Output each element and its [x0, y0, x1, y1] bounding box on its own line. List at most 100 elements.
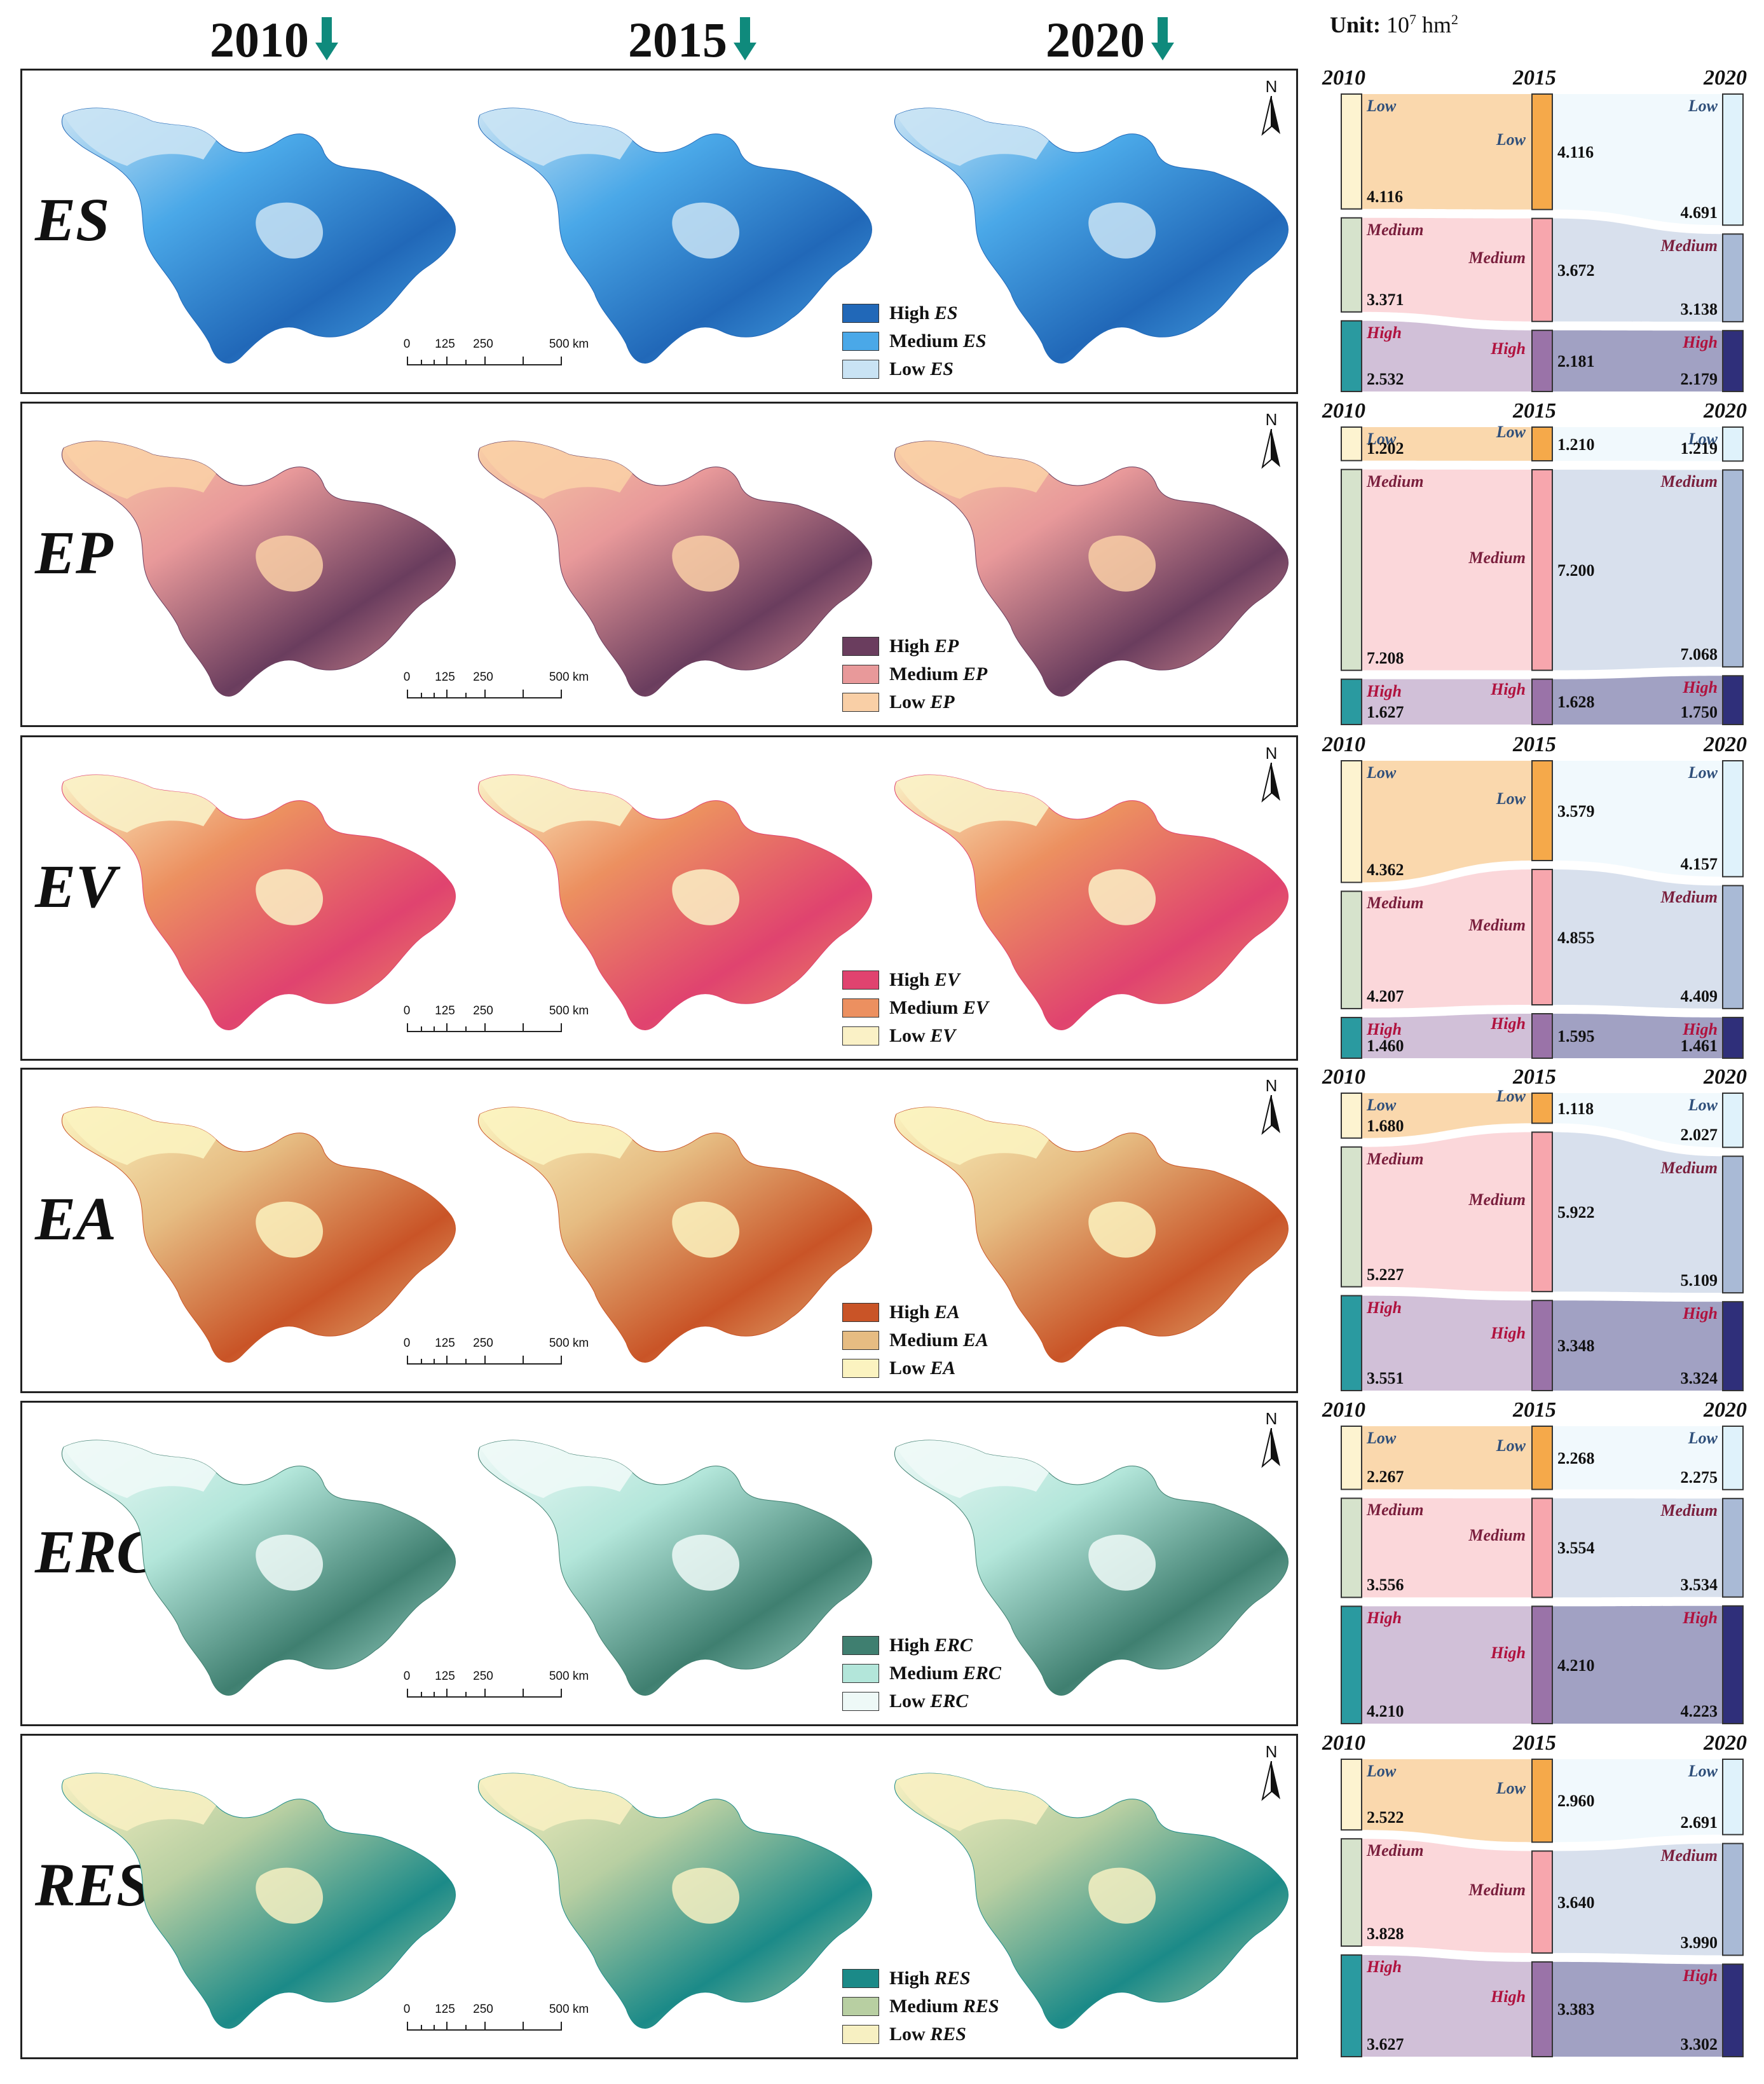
sankey-level-label: Medium	[1660, 236, 1718, 255]
sankey-level-label: High	[1491, 680, 1526, 699]
map-res-2015	[467, 1755, 880, 2038]
legend-abbr: EP	[962, 664, 988, 684]
row-label: RES	[35, 1851, 151, 1919]
sankey-node-medium	[1531, 469, 1553, 671]
sankey-node-low	[1531, 1426, 1553, 1490]
sankey-level-label: High	[1683, 1304, 1718, 1323]
sankey-level-label: Medium	[1468, 1190, 1526, 1209]
sankey-flow-high	[1362, 1295, 1532, 1391]
scale-tick-label: 250	[473, 1337, 493, 1350]
scale-tick-label: 0	[403, 2003, 411, 2016]
sankey-flow-low	[1362, 1093, 1532, 1138]
scale-tick-label: 250	[473, 337, 493, 351]
sankey-flow-medium	[1362, 869, 1532, 1009]
sankey-value: 4.210	[1557, 1656, 1595, 1675]
sankey-level-label: High	[1491, 1324, 1526, 1343]
sankey-flow-high	[1362, 1955, 1532, 2057]
sankey-value: 5.227	[1367, 1265, 1404, 1284]
legend-swatch	[842, 2025, 879, 2044]
sankey-node-medium	[1722, 233, 1744, 323]
sankey-flow-medium	[1362, 217, 1532, 322]
sankey-year-label: 2020	[1704, 1398, 1747, 1422]
sankey-flow-high	[1362, 679, 1532, 725]
legend-abbr: EP	[930, 691, 955, 712]
sankey-level-label: High	[1683, 333, 1718, 352]
legend: High ERC Medium ERC Low ERC	[842, 1631, 1001, 1715]
sankey-flow-high	[1552, 1961, 1723, 2057]
sankey-node-medium	[1341, 1838, 1362, 1947]
legend-swatch	[842, 637, 879, 656]
sankey-value: 4.409	[1680, 986, 1718, 1005]
legend-item-high: High ERC	[842, 1631, 1001, 1659]
sankey-value: 4.116	[1557, 142, 1594, 161]
sankey-year-label: 2010	[1322, 399, 1365, 423]
scale-minor-tick	[523, 1689, 524, 1696]
legend-abbr: ERC	[934, 1635, 973, 1656]
sankey-level-label: Low	[1496, 1086, 1526, 1105]
sankey-flow-medium	[1362, 1839, 1532, 1953]
sankey-level-label: Low	[1496, 422, 1526, 441]
sankey-year-label: 2015	[1513, 1731, 1556, 1755]
sankey-flow-high	[1552, 1014, 1723, 1058]
sankey-value: 3.828	[1367, 1924, 1404, 1944]
legend-level: High	[889, 1968, 930, 1989]
sankey-node-high	[1341, 1605, 1362, 1725]
scale-bar: 0 125 250 500 km	[403, 2003, 589, 2034]
legend-abbr: EV	[962, 997, 988, 1018]
scale-minor-tick	[484, 357, 486, 364]
sankey-value: 2.027	[1680, 1126, 1718, 1145]
scale-minor-tick	[446, 2022, 448, 2029]
scale-bar-line	[407, 690, 562, 698]
sankey-level-label: Medium	[1660, 1846, 1718, 1865]
scale-minor-tick	[421, 1026, 422, 1031]
legend-swatch	[842, 1636, 879, 1655]
sankey-level-label: Medium	[1660, 1501, 1718, 1520]
sankey-year-label: 2010	[1322, 1398, 1365, 1422]
north-label: N	[1265, 1742, 1278, 1761]
sankey-year-label: 2010	[1322, 733, 1365, 756]
sankey-node-high	[1531, 1013, 1553, 1059]
row-label: EV	[35, 852, 117, 920]
legend-item-low: Low EA	[842, 1354, 988, 1382]
panel-ea: EA	[20, 1068, 1298, 1393]
year-header-text: 2020	[1046, 12, 1145, 67]
scale-minor-tick	[421, 360, 422, 364]
sankey-flow-high	[1552, 676, 1723, 725]
sankey-year-label: 2020	[1704, 66, 1747, 90]
sankey-node-medium	[1531, 217, 1553, 322]
sankey-node-high	[1531, 329, 1553, 392]
sankey-ep: 2010 2015 2020 Low 1.202 Low 1.210 Low 1.219 Medi…	[1322, 395, 1754, 730]
legend-swatch	[842, 970, 879, 990]
scale-minor-tick	[421, 693, 422, 697]
scale-minor-tick	[434, 1359, 435, 1363]
sankey-value: 1.460	[1367, 1037, 1404, 1055]
sankey-value: 4.362	[1367, 861, 1404, 880]
map-es-2015	[467, 90, 880, 372]
scale-tick-label: 125	[435, 671, 455, 684]
legend-level: Medium	[889, 1996, 959, 2017]
scale-bar-line	[407, 1689, 562, 1698]
down-arrow-icon	[1151, 17, 1174, 74]
sankey-node-medium	[1722, 469, 1744, 668]
legend-swatch	[842, 1692, 879, 1711]
sankey-node-medium	[1722, 1842, 1744, 1956]
sankey-value: 1.118	[1557, 1099, 1594, 1118]
legend-abbr: RES	[930, 2024, 966, 2045]
scale-minor-tick	[434, 2025, 435, 2029]
sankey-value: 4.223	[1680, 1702, 1718, 1720]
scale-tick-label: 0	[403, 1670, 411, 1683]
scale-minor-tick	[465, 1692, 467, 1696]
sankey-value: 2.960	[1557, 1792, 1595, 1811]
legend-level: Low	[889, 1358, 926, 1379]
sankey-value: 1.750	[1680, 703, 1718, 721]
scale-tick-label: 500 km	[549, 1670, 589, 1683]
scale-minor-tick	[465, 1026, 467, 1031]
map-ep-2010	[51, 423, 464, 705]
year-header-2015: 2015	[628, 11, 756, 74]
sankey-level-label: High	[1491, 1014, 1526, 1033]
legend-swatch	[842, 304, 879, 323]
sankey-value: 1.210	[1557, 435, 1595, 454]
sankey-flow-low	[1552, 427, 1723, 461]
sankey-level-label: Medium	[1367, 472, 1424, 491]
map-ep-2020	[884, 423, 1297, 705]
